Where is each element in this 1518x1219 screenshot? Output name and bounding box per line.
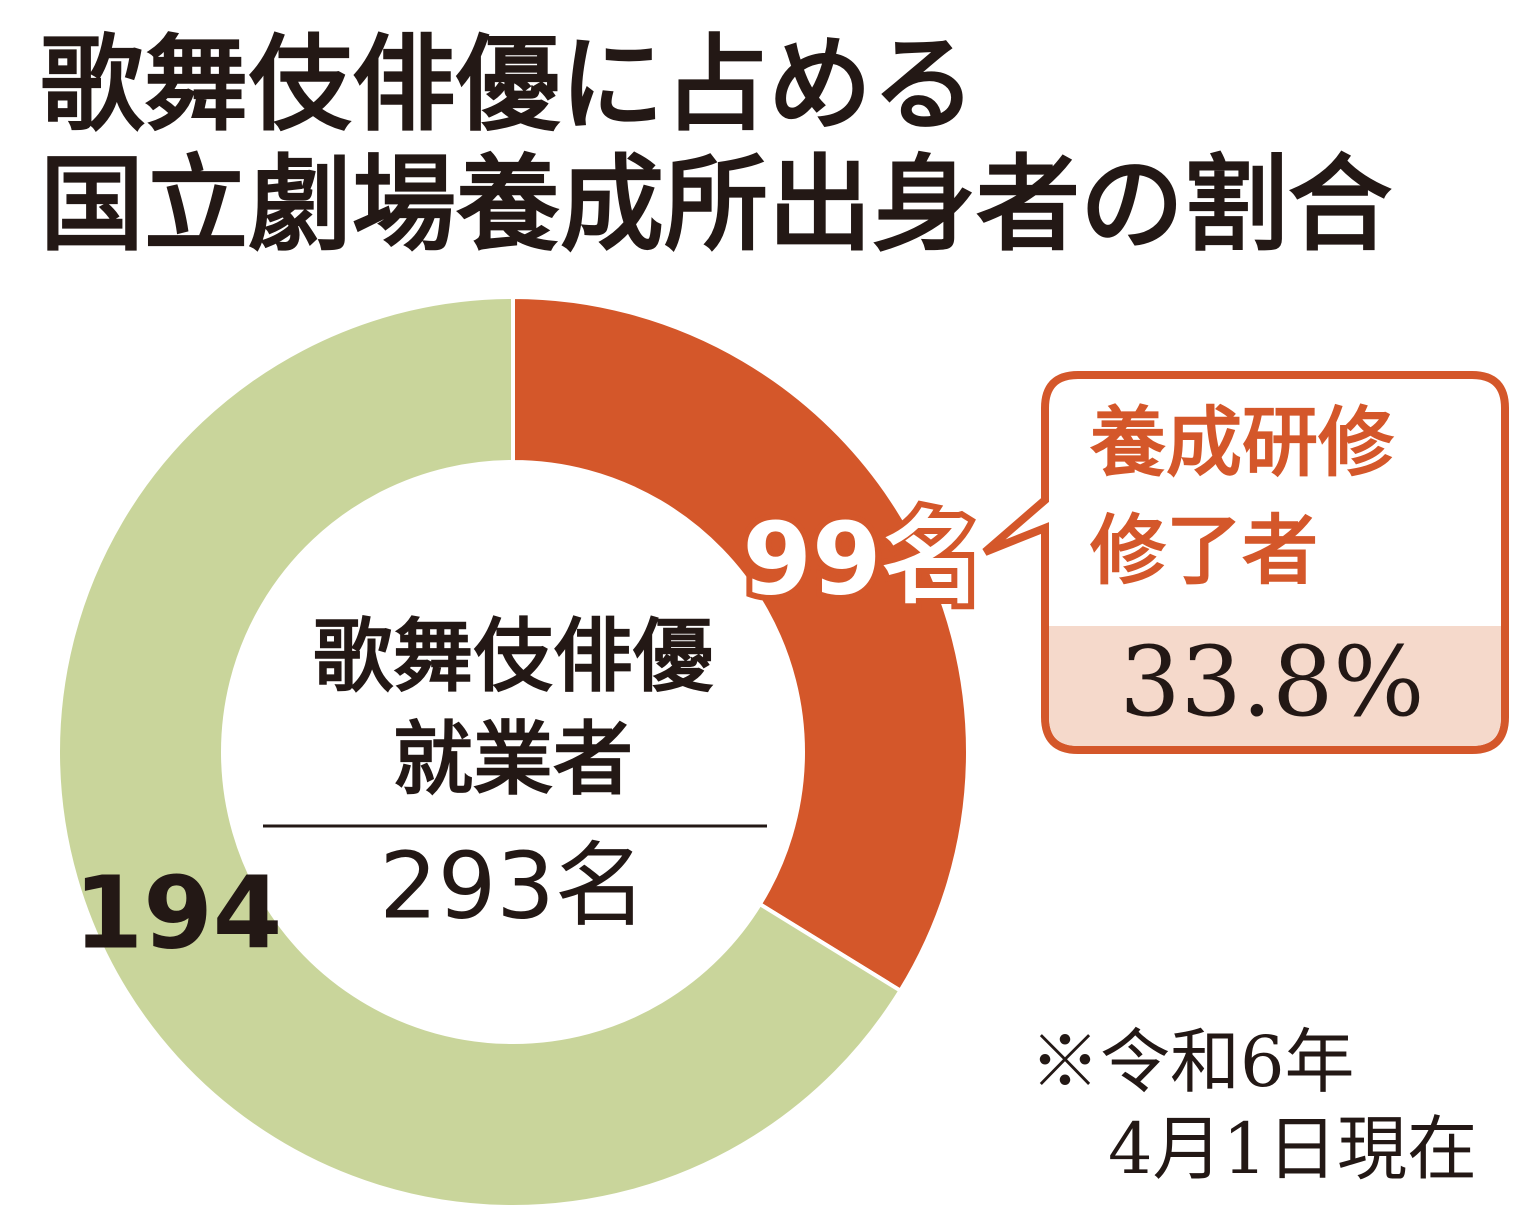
donut xyxy=(56,294,970,1209)
donut-slice xyxy=(511,294,970,994)
center-label: 就業者 xyxy=(393,713,633,806)
chart-title: 歌舞伎俳優に占める xyxy=(40,23,976,145)
note: ※令和6年 xyxy=(1030,1021,1355,1103)
total-label: 293名 xyxy=(379,832,647,939)
callout-text: 修了者 xyxy=(1090,506,1318,595)
data-label: 99名 xyxy=(742,500,981,617)
callout-percent: 33.8% xyxy=(1120,626,1425,738)
note: 4月1日現在 xyxy=(1108,1108,1477,1190)
center-label: 歌舞伎俳優 xyxy=(313,610,714,703)
donut-slice xyxy=(56,294,904,1209)
callout-text: 養成研修 xyxy=(1089,398,1395,487)
callout-band xyxy=(1049,626,1501,746)
chart-title: 国立劇場養成所出身者の割合 xyxy=(40,143,1392,265)
data-label: 194 xyxy=(74,854,283,971)
